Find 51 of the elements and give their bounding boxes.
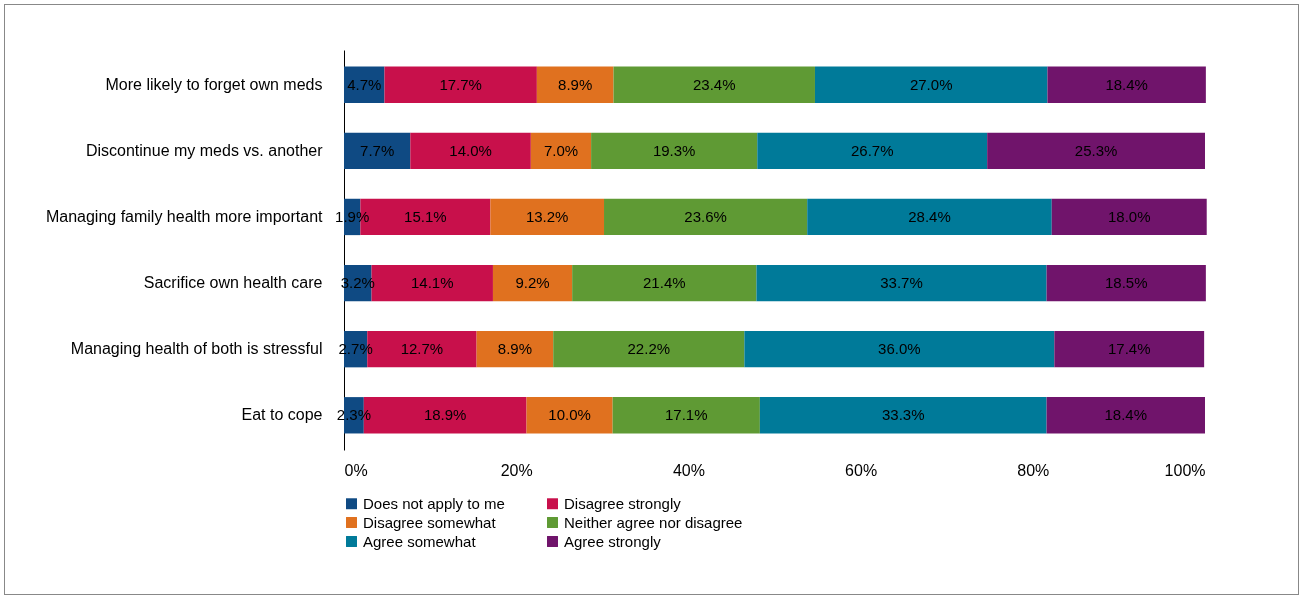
legend-label: Disagree somewhat bbox=[363, 513, 497, 531]
data-label: 13.2% bbox=[525, 207, 569, 225]
data-label: 8.9% bbox=[558, 75, 593, 93]
data-label: 15.1% bbox=[404, 207, 447, 225]
data-label: 14.0% bbox=[449, 141, 492, 159]
data-label: 1.9% bbox=[335, 207, 370, 225]
data-label: 23.4% bbox=[692, 75, 736, 93]
y-tick-label: Sacrifice own health care bbox=[143, 274, 323, 292]
x-tick-label: 0% bbox=[344, 461, 368, 479]
x-tick-label: 20% bbox=[500, 461, 533, 479]
legend-label: Does not apply to me bbox=[363, 494, 505, 512]
data-label: 7.0% bbox=[543, 141, 579, 159]
data-label: 36.0% bbox=[878, 340, 921, 358]
data-label: 9.2% bbox=[515, 274, 550, 292]
y-tick-label: Managing family health more important bbox=[45, 207, 324, 225]
y-tick-label: Eat to cope bbox=[241, 406, 323, 424]
data-label: 26.7% bbox=[850, 141, 894, 159]
data-label: 22.2% bbox=[627, 340, 671, 358]
data-label: 12.7% bbox=[400, 340, 444, 358]
y-tick-label: Managing health of both is stressful bbox=[70, 340, 323, 358]
data-label: 10.0% bbox=[548, 406, 591, 424]
data-label: 7.7% bbox=[360, 141, 395, 159]
data-label: 18.4% bbox=[1104, 406, 1148, 424]
data-label: 25.3% bbox=[1074, 141, 1118, 159]
data-label: 18.9% bbox=[423, 406, 467, 424]
data-label: 18.4% bbox=[1105, 75, 1148, 93]
data-label: 14.1% bbox=[410, 274, 454, 292]
data-label: 4.7% bbox=[347, 75, 382, 93]
data-label: 33.7% bbox=[880, 274, 923, 292]
data-label: 23.6% bbox=[684, 207, 727, 225]
data-label: 17.1% bbox=[664, 406, 708, 424]
x-tick-label: 80% bbox=[1017, 461, 1050, 479]
data-label: 33.3% bbox=[881, 406, 925, 424]
data-label: 8.9% bbox=[497, 340, 533, 358]
data-label: 18.0% bbox=[1107, 207, 1151, 225]
data-label: 17.7% bbox=[439, 75, 482, 93]
data-label: 28.4% bbox=[908, 207, 951, 225]
y-tick-label: More likely to forget own meds bbox=[105, 75, 323, 93]
x-tick-label: 100% bbox=[1164, 461, 1206, 479]
data-label: 18.5% bbox=[1104, 274, 1148, 292]
legend-label: Disagree strongly bbox=[564, 494, 682, 512]
legend-label: Neither agree nor disagree bbox=[564, 513, 743, 531]
x-tick-label: 40% bbox=[672, 461, 705, 479]
x-tick-label: 60% bbox=[845, 461, 878, 479]
y-tick-label: Discontinue my meds vs. another bbox=[85, 141, 324, 159]
data-label: 19.3% bbox=[652, 141, 696, 159]
legend-label: Agree somewhat bbox=[363, 532, 477, 550]
data-label: 17.4% bbox=[1107, 340, 1151, 358]
data-label: 21.4% bbox=[643, 274, 686, 292]
legend-label: Agree strongly bbox=[564, 532, 662, 550]
data-label: 27.0% bbox=[909, 75, 953, 93]
